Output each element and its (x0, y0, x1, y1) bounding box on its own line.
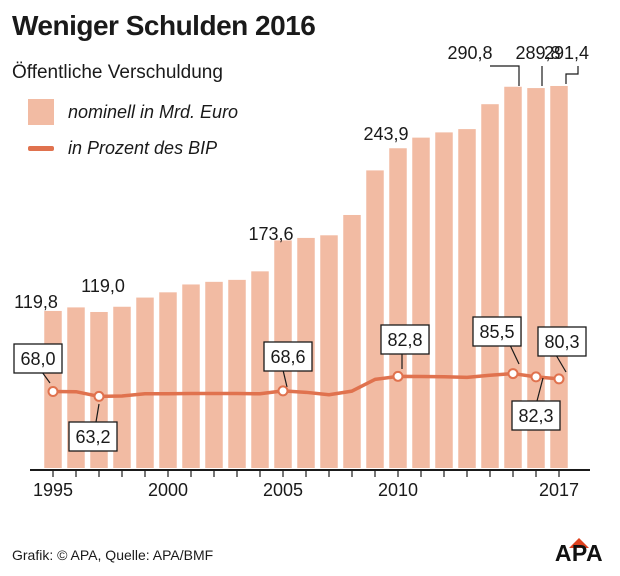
x-tick-label: 2010 (378, 480, 418, 500)
bar (182, 284, 200, 468)
bar-value-label: 290,8 (447, 43, 492, 63)
bar (159, 292, 177, 468)
line-label-box (380, 324, 430, 355)
line-point-marker (507, 368, 519, 380)
percent-line (51, 371, 561, 399)
chart-subtitle: Öffentliche Verschuldung (12, 62, 223, 83)
bar (320, 235, 338, 468)
bar-value-label: 243,9 (363, 124, 408, 144)
bar (136, 297, 154, 468)
line-value-label: 85,5 (479, 322, 514, 342)
line-label-box (68, 421, 118, 452)
apa-logo-text: APA (554, 540, 604, 566)
bar-value-label: 119,0 (81, 276, 125, 296)
x-tick-label: 2017 (539, 480, 579, 500)
bar (550, 85, 568, 468)
bar (205, 281, 223, 468)
line-point-marker (277, 385, 289, 397)
bar-label-leader (490, 65, 520, 86)
line-label-box (511, 400, 561, 431)
bar (251, 271, 269, 468)
apa-logo: APA (545, 538, 613, 568)
line-label-leader (282, 369, 288, 388)
bar-value-label: 289,8 (515, 43, 560, 63)
bar-value-label: 173,6 (248, 224, 293, 244)
x-tick-label: 1995 (33, 480, 73, 500)
line-value-label: 82,3 (518, 406, 553, 426)
x-tick-label: 2005 (263, 480, 303, 500)
legend-line-swatch (28, 146, 54, 151)
line-label-leader (536, 377, 544, 402)
line-value-label: 68,0 (20, 349, 55, 369)
line-point-marker (392, 370, 404, 382)
line-point-marker (47, 386, 59, 397)
bar-value-label: 119,8 (14, 292, 58, 312)
bar (527, 88, 545, 468)
line-label-box (537, 326, 587, 357)
line-label-leader (509, 344, 520, 365)
legend-bar-swatch (28, 99, 54, 125)
bar (366, 170, 384, 468)
bar-label-leader (565, 66, 579, 84)
line-label-leader (95, 403, 100, 423)
line-value-label: 63,2 (75, 427, 110, 447)
line-label-box (13, 343, 63, 374)
line-point-marker (553, 373, 565, 385)
bar (412, 137, 430, 469)
line-label-leader (555, 354, 567, 373)
debt-chart: 1995 2000 2005 2010 2017 119,8 119,0 173,6 243,9… (13, 43, 590, 500)
bar (435, 132, 453, 468)
bar (343, 214, 361, 468)
legend-item-bars: nominell in Mrd. Euro (28, 99, 238, 125)
bar (458, 129, 476, 468)
chart-title: Weniger Schulden 2016 (12, 10, 316, 41)
x-tick-label: 2000 (148, 480, 188, 500)
line-point-marker (93, 390, 105, 402)
bar-value-label: 291,4 (544, 43, 589, 63)
apa-logo-mark (569, 538, 589, 548)
line-value-label: 82,8 (387, 330, 422, 350)
bar (228, 279, 246, 468)
legend-line-label: in Prozent des BIP (68, 138, 218, 158)
line-label-box (263, 341, 313, 372)
line-point-marker (530, 371, 542, 383)
line-value-label: 80,3 (544, 332, 579, 352)
line-label-leader (41, 371, 51, 384)
legend-item-line: in Prozent des BIP (28, 138, 217, 159)
line-label-box (472, 316, 522, 347)
legend-bar-label: nominell in Mrd. Euro (68, 101, 239, 122)
source-note: Grafik: © APA, Quelle: APA/BMF (12, 547, 214, 563)
bar (481, 104, 499, 468)
bar (389, 148, 407, 468)
line-value-label: 68,6 (270, 347, 305, 367)
